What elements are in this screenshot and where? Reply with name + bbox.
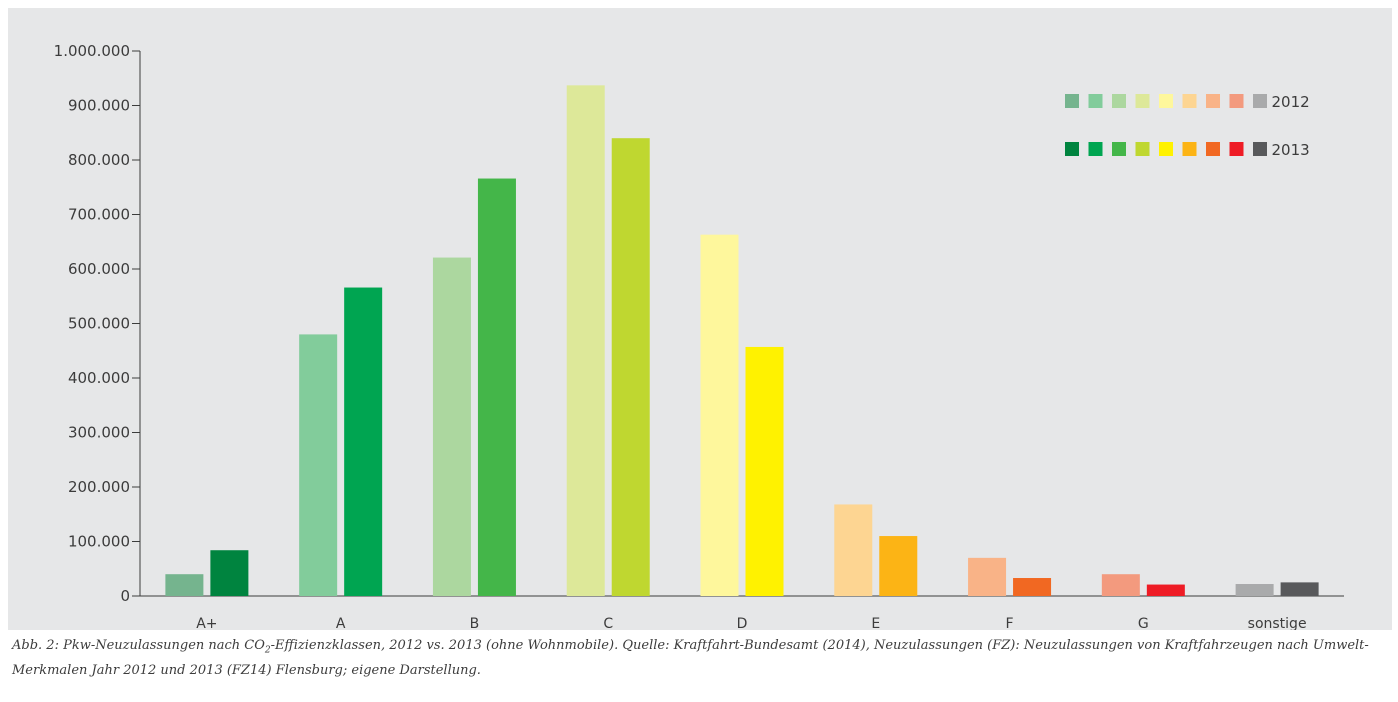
bar-2013-g	[1146, 584, 1185, 596]
bar-2012-a	[299, 334, 338, 596]
x-tick-label: F	[1006, 616, 1014, 630]
bar-2013-d	[745, 346, 784, 596]
bar-2013-c	[611, 138, 650, 596]
y-tick-label: 100.000	[68, 533, 130, 551]
legend-swatch-2013	[1229, 142, 1244, 156]
bar-2012-b	[432, 257, 471, 596]
bar-2012-c	[566, 85, 605, 597]
legend-swatch-2013	[1112, 142, 1126, 156]
caption-subscript: 2	[264, 645, 271, 656]
y-tick-label: 800.000	[68, 151, 130, 169]
y-tick-label: 700.000	[68, 206, 130, 224]
x-tick-label: A+	[196, 616, 217, 630]
y-tick-label: 300.000	[68, 424, 130, 442]
legend-swatch-2013	[1253, 142, 1267, 156]
bar-2012-e	[834, 504, 873, 596]
bar-2012-d	[700, 234, 739, 597]
legend-swatch-2012	[1206, 94, 1220, 108]
bar-2013-sonstige	[1280, 582, 1319, 596]
legend-swatch-2013	[1182, 142, 1197, 156]
bar-2012-f	[968, 557, 1007, 596]
y-tick-label: 400.000	[68, 369, 130, 387]
legend: 2012 2013	[1065, 93, 1310, 159]
caption-part1: Abb. 2: Pkw-Neuzulassungen nach CO	[12, 638, 265, 653]
legend-swatch-2013	[1088, 142, 1103, 156]
x-tick-label: A	[336, 616, 346, 630]
x-tick-label: B	[470, 616, 480, 630]
legend-swatch-2012	[1253, 94, 1267, 108]
x-tick-label: sonstige	[1248, 616, 1307, 630]
x-tick-label: G	[1138, 616, 1149, 630]
legend-label-2013: 2013	[1272, 141, 1310, 159]
legend-swatch-2013	[1065, 142, 1079, 156]
x-tick-label: C	[603, 616, 613, 630]
figure-caption: Abb. 2: Pkw-Neuzulassungen nach CO2-Effi…	[12, 636, 1392, 681]
legend-swatch-2012	[1135, 94, 1150, 108]
x-tick-label: E	[871, 616, 880, 630]
y-tick-label: 900.000	[68, 97, 130, 115]
y-tick-label: 200.000	[68, 478, 130, 496]
y-axis: 0 100.000 200.000 300.000 400.000 500.000 600.…	[54, 42, 141, 605]
bar-2013-f	[1013, 578, 1052, 596]
y-tick-label: 0	[120, 587, 130, 605]
bar-2013-b	[477, 178, 516, 596]
legend-swatch-2013	[1206, 142, 1220, 156]
legend-swatch-2012	[1159, 94, 1173, 108]
bar-2012-sonstige	[1235, 584, 1274, 596]
y-tick-label: 600.000	[68, 260, 130, 278]
y-tick-label: 500.000	[68, 315, 130, 333]
legend-swatch-2012	[1229, 94, 1244, 108]
x-tick-label: D	[737, 616, 748, 630]
caption-part2: -Effizienzklassen, 2012 vs. 2013 (ohne W…	[12, 638, 1369, 678]
legend-swatch-2013	[1159, 142, 1173, 156]
legend-swatch-2012	[1065, 94, 1079, 108]
bars	[165, 85, 1319, 597]
bar-2013-a-plus	[210, 550, 249, 596]
bar-2012-a-plus	[165, 574, 204, 596]
legend-swatch-2012	[1182, 94, 1197, 108]
bar-chart: 0 100.000 200.000 300.000 400.000 500.000 600.…	[54, 42, 1344, 630]
bar-2013-a	[344, 287, 383, 596]
legend-swatch-2012	[1088, 94, 1103, 108]
bar-2012-g	[1101, 574, 1140, 596]
legend-swatch-2012	[1112, 94, 1126, 108]
legend-swatch-2013	[1135, 142, 1150, 156]
bar-2013-e	[879, 536, 918, 596]
legend-label-2012: 2012	[1272, 93, 1310, 111]
chart-panel: 0 100.000 200.000 300.000 400.000 500.000 600.…	[8, 8, 1392, 630]
y-tick-label: 1.000.000	[54, 42, 130, 60]
